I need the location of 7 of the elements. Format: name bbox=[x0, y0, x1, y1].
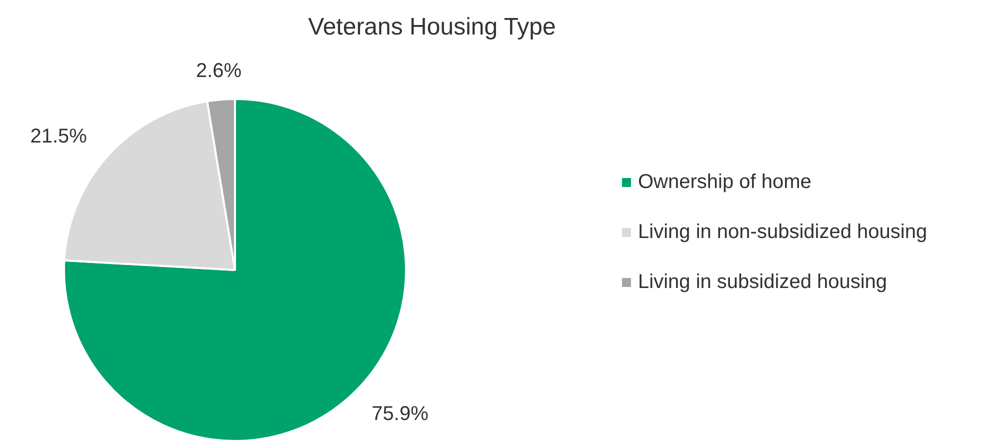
legend-label: Ownership of home bbox=[638, 170, 812, 194]
legend-label: Living in non-subsidized housing bbox=[638, 220, 928, 244]
chart-title: Veterans Housing Type bbox=[308, 14, 556, 41]
data-label: 21.5% bbox=[30, 126, 88, 148]
data-label: 2.6% bbox=[196, 60, 242, 82]
data-label: 75.9% bbox=[372, 403, 429, 426]
legend-label: Living in subsidized housing bbox=[638, 270, 888, 294]
